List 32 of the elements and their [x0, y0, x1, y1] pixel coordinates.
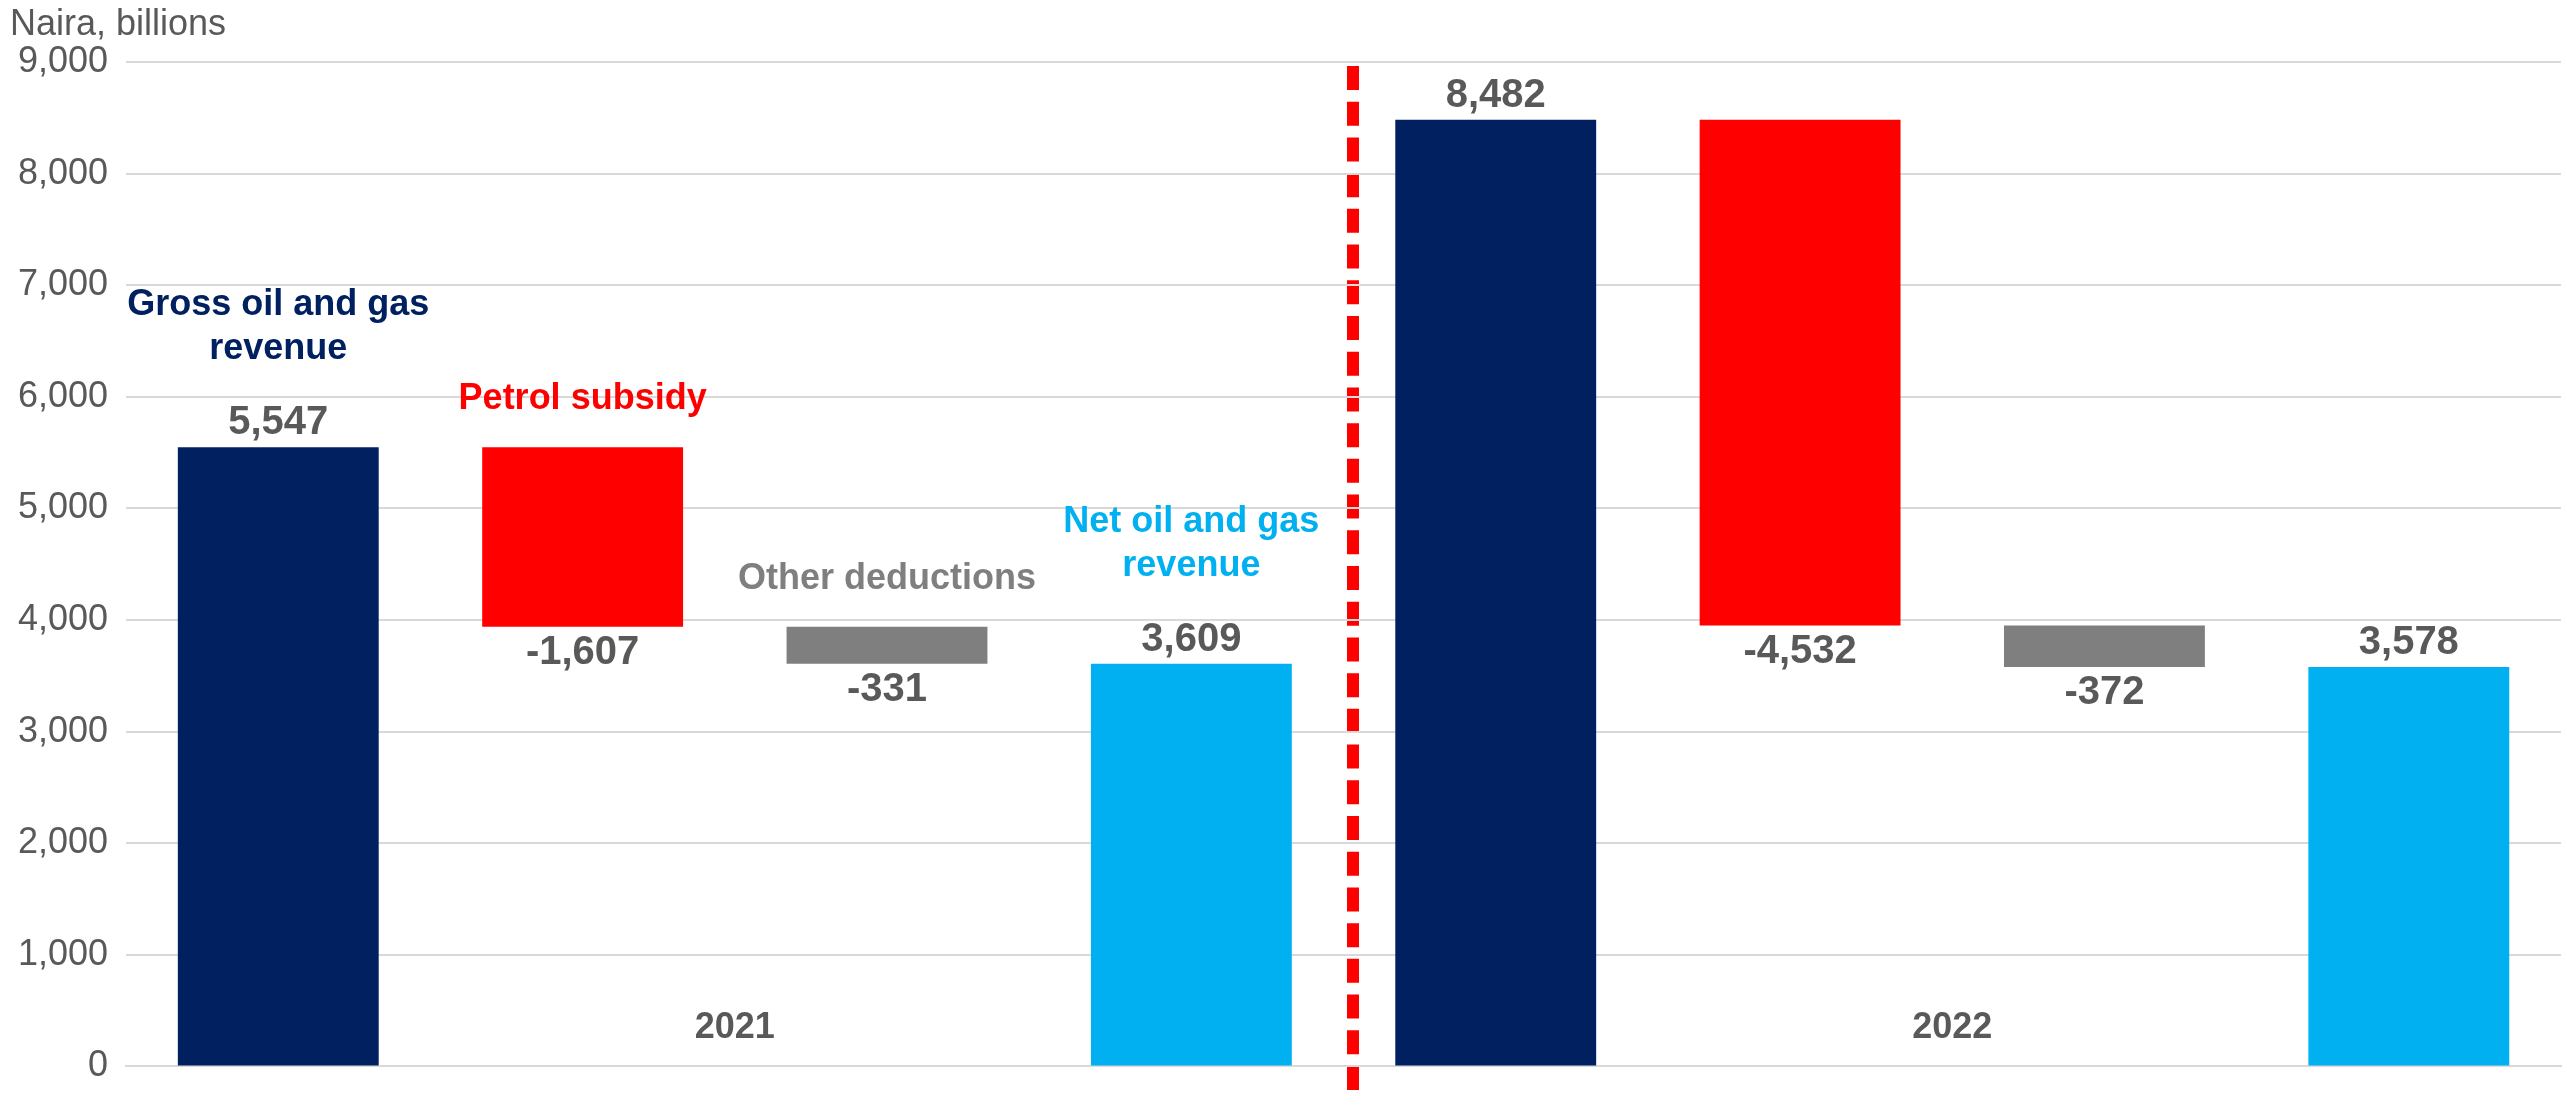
- data-label: 3,578: [2358, 618, 2459, 663]
- bar: [177, 447, 379, 1066]
- y-axis-title: Naira, billions: [10, 2, 227, 44]
- annotation: Other deductions: [737, 555, 1037, 597]
- data-label: 5,547: [228, 398, 329, 443]
- y-tick-label: 4,000: [17, 596, 109, 638]
- bar: [1699, 119, 1901, 626]
- bar: [1090, 663, 1292, 1066]
- annotation: Gross oil and gas revenue: [127, 282, 430, 368]
- data-label: -372: [2064, 668, 2145, 713]
- data-label: 3,609: [1141, 614, 1242, 659]
- y-tick-label: 2,000: [17, 820, 109, 862]
- data-label: -1,607: [525, 627, 640, 672]
- bar: [1395, 119, 1597, 1066]
- y-tick-label: 0: [88, 1043, 109, 1085]
- data-label: -331: [846, 664, 928, 709]
- bar: [2308, 667, 2510, 1066]
- annotation: 2022: [1912, 1005, 1993, 1047]
- annotation: 2021: [694, 1005, 775, 1047]
- annotation: Petrol subsidy: [458, 376, 707, 418]
- data-label: -4,532: [1743, 626, 1857, 671]
- y-tick-label: 5,000: [17, 485, 109, 527]
- y-tick-label: 8,000: [17, 150, 109, 192]
- y-tick-label: 6,000: [17, 373, 109, 415]
- bar: [786, 626, 988, 664]
- annotation: Net oil and gas revenue: [1063, 498, 1320, 584]
- data-label: 8,482: [1445, 70, 1546, 115]
- y-tick-label: 1,000: [17, 931, 109, 973]
- y-tick-label: 3,000: [17, 708, 109, 750]
- y-tick-label: 7,000: [17, 262, 109, 304]
- bar: [482, 447, 684, 627]
- bar: [2004, 625, 2205, 668]
